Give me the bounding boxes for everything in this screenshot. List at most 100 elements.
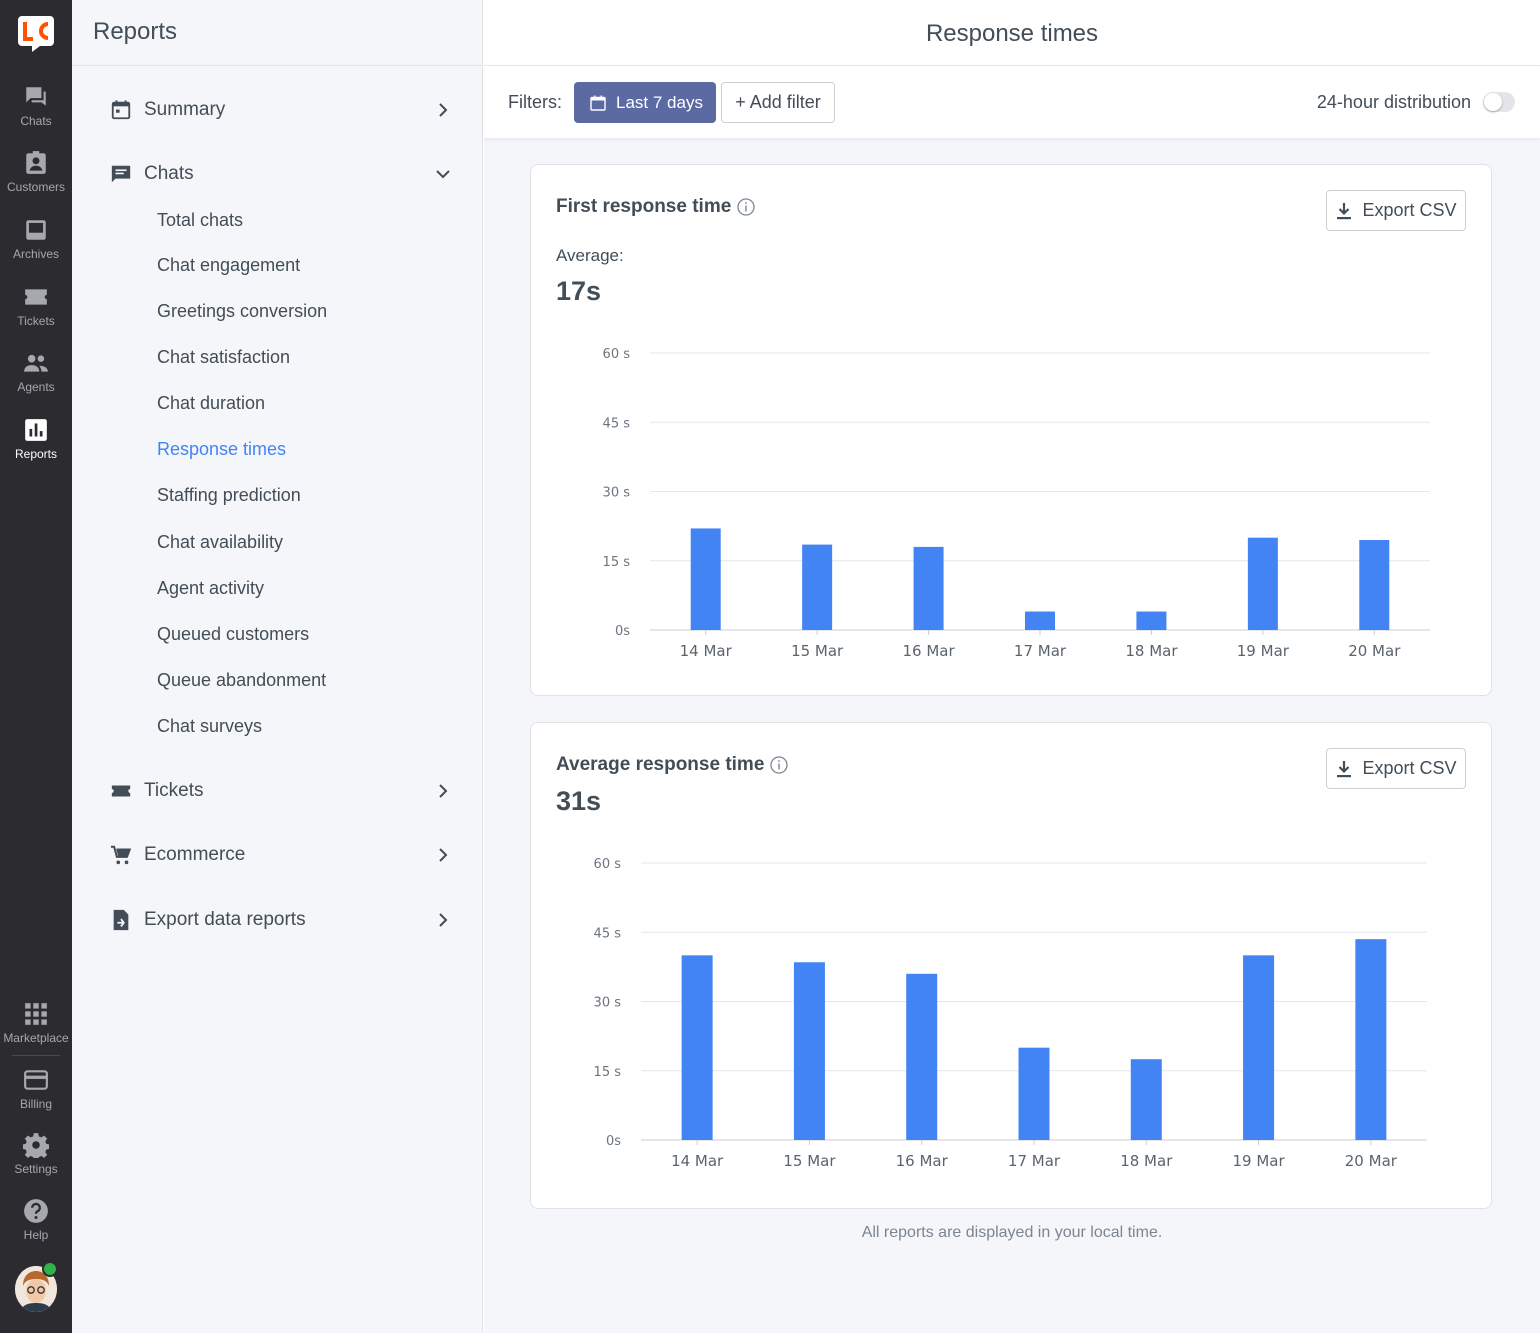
card-title: Average response time [556, 754, 789, 776]
sidebar-item-agent-activity[interactable]: Agent activity [157, 578, 265, 598]
x-tick-label: 16 Mar [896, 1152, 949, 1170]
first-response-time-card: First response time Export CSV Average: … [530, 164, 1492, 696]
nav-group-label: Chats [144, 163, 194, 184]
y-tick-label: 45 s [603, 416, 631, 431]
chevron-right-icon [439, 103, 448, 117]
chart-bar[interactable] [793, 962, 825, 1140]
download-icon [1337, 760, 1352, 777]
chart-bar[interactable] [913, 546, 944, 630]
reports-sidebar: Reports Summary Chats Total chats Chat e… [72, 0, 483, 1333]
online-status-dot [42, 1261, 58, 1277]
info-icon[interactable] [737, 198, 755, 216]
rail-label: Billing [19, 1097, 52, 1111]
chart-bar[interactable] [1136, 611, 1167, 630]
app-rail: Chats Customers Archives Tickets Agents … [0, 0, 72, 1333]
distribution-toggle-label: 24-hour distribution [1316, 92, 1471, 112]
filter-bar: Filters: Last 7 days + Add filter 24-hou… [484, 66, 1540, 138]
x-tick-label: 17 Mar [1014, 642, 1067, 660]
chart-bar[interactable] [1130, 1059, 1162, 1140]
sidebar-item-queue-abandonment[interactable]: Queue abandonment [157, 670, 327, 690]
chart-bar[interactable] [1025, 611, 1055, 630]
card-title: First response time [556, 196, 755, 218]
rail-item-billing[interactable]: Billing [0, 1067, 72, 1127]
x-tick-label: 20 Mar [1348, 642, 1401, 660]
info-icon[interactable] [770, 756, 789, 774]
local-time-footnote: All reports are displayed in your local … [861, 1224, 1163, 1241]
nav-group-label: Tickets [144, 780, 204, 801]
rail-item-settings[interactable]: Settings [0, 1132, 72, 1192]
sidebar-item-staffing-prediction[interactable]: Staffing prediction [157, 485, 301, 505]
sidebar-item-chat-availability[interactable]: Chat availability [157, 532, 284, 552]
livechat-logo[interactable] [18, 14, 54, 52]
sidebar-item-chat-surveys[interactable]: Chat surveys [157, 716, 263, 736]
rail-item-archives[interactable]: Archives [0, 217, 72, 277]
rail-item-marketplace[interactable]: Marketplace [0, 1001, 72, 1061]
rail-item-help[interactable]: Help [0, 1198, 72, 1258]
rail-label: Archives [12, 247, 59, 261]
reports-icon [25, 419, 47, 441]
nav-group-ecommerce[interactable]: Ecommerce [110, 839, 450, 871]
x-tick-label: 19 Mar [1232, 1152, 1285, 1170]
chart-bar[interactable] [1018, 1047, 1050, 1140]
nav-group-tickets[interactable]: Tickets [110, 775, 450, 807]
customers-icon [26, 151, 46, 174]
page-title: Response times [925, 20, 1099, 47]
sidebar-item-chat-engagement[interactable]: Chat engagement [157, 255, 301, 275]
agents-icon [24, 354, 48, 372]
rail-item-tickets[interactable]: Tickets [0, 284, 72, 344]
chart-bar[interactable] [1359, 539, 1390, 630]
x-tick-label: 18 Mar [1125, 642, 1178, 660]
x-tick-label: 15 Mar [791, 642, 844, 660]
chart-bar[interactable] [681, 955, 713, 1140]
add-filter-button[interactable]: + Add filter [721, 82, 835, 123]
download-icon [1337, 202, 1352, 219]
rail-item-reports[interactable]: Reports [0, 417, 72, 477]
chart-bar[interactable] [802, 544, 833, 630]
rail-item-chats[interactable]: Chats [0, 84, 72, 144]
x-tick-label: 14 Mar [680, 642, 733, 660]
y-tick-label: 15 s [594, 1065, 622, 1080]
nav-group-export-data-reports[interactable]: Export data reports [110, 904, 450, 936]
nav-group-chats[interactable]: Chats [110, 158, 450, 190]
sidebar-item-total-chats[interactable]: Total chats [157, 210, 244, 230]
chart-bar[interactable] [1243, 955, 1275, 1140]
chat-bubble-icon [111, 165, 131, 183]
y-tick-label: 60 s [603, 347, 631, 362]
nav-group-label: Export data reports [144, 909, 306, 930]
calendar-icon [111, 100, 131, 120]
sidebar-divider [72, 65, 483, 66]
export-csv-button[interactable]: Export CSV [1326, 748, 1466, 789]
chart-bar[interactable] [1355, 939, 1387, 1140]
rail-item-agents[interactable]: Agents [0, 350, 72, 410]
sidebar-item-chat-satisfaction[interactable]: Chat satisfaction [157, 347, 291, 367]
chart-bar[interactable] [1247, 537, 1278, 630]
archives-icon [26, 220, 46, 240]
sidebar-title: Reports [93, 18, 178, 45]
chart-bar[interactable] [906, 973, 938, 1140]
sidebar-item-greetings-conversion[interactable]: Greetings conversion [157, 301, 328, 321]
shopping-cart-icon [110, 845, 132, 865]
distribution-toggle[interactable] [1483, 92, 1515, 112]
sidebar-item-chat-duration[interactable]: Chat duration [157, 393, 266, 413]
sidebar-item-queued-customers[interactable]: Queued customers [157, 624, 310, 644]
average-value: 17s [556, 276, 602, 306]
x-tick-label: 17 Mar [1008, 1152, 1061, 1170]
export-csv-button[interactable]: Export CSV [1326, 190, 1466, 231]
date-range-filter[interactable]: Last 7 days [574, 82, 716, 123]
settings-icon [23, 1133, 49, 1158]
main-content: Response times Filters: Last 7 days + Ad… [484, 0, 1540, 1333]
x-tick-label: 15 Mar [783, 1152, 836, 1170]
billing-icon [24, 1070, 48, 1090]
first-response-time-chart: 0s 15 s 30 s 45 s 60 s 14 Mar 15 Mar 16 Mar 17 M… [603, 347, 1430, 660]
y-tick-label: 30 s [594, 996, 622, 1011]
sidebar-item-response-times[interactable]: Response times [157, 439, 287, 459]
rail-item-customers[interactable]: Customers [0, 150, 72, 210]
nav-group-summary[interactable]: Summary [110, 94, 450, 126]
rail-label: Customers [6, 180, 65, 194]
chevron-right-icon [439, 913, 448, 927]
chart-bar[interactable] [690, 528, 721, 630]
export-csv-label: Export CSV [1362, 758, 1457, 778]
average-response-time-chart: 0s 15 s 30 s 45 s 60 s 14 Mar 15 Mar 16 Mar 17 M… [594, 857, 1427, 1170]
toggle-knob [1484, 93, 1502, 111]
card-title-text: First response time [556, 196, 732, 217]
